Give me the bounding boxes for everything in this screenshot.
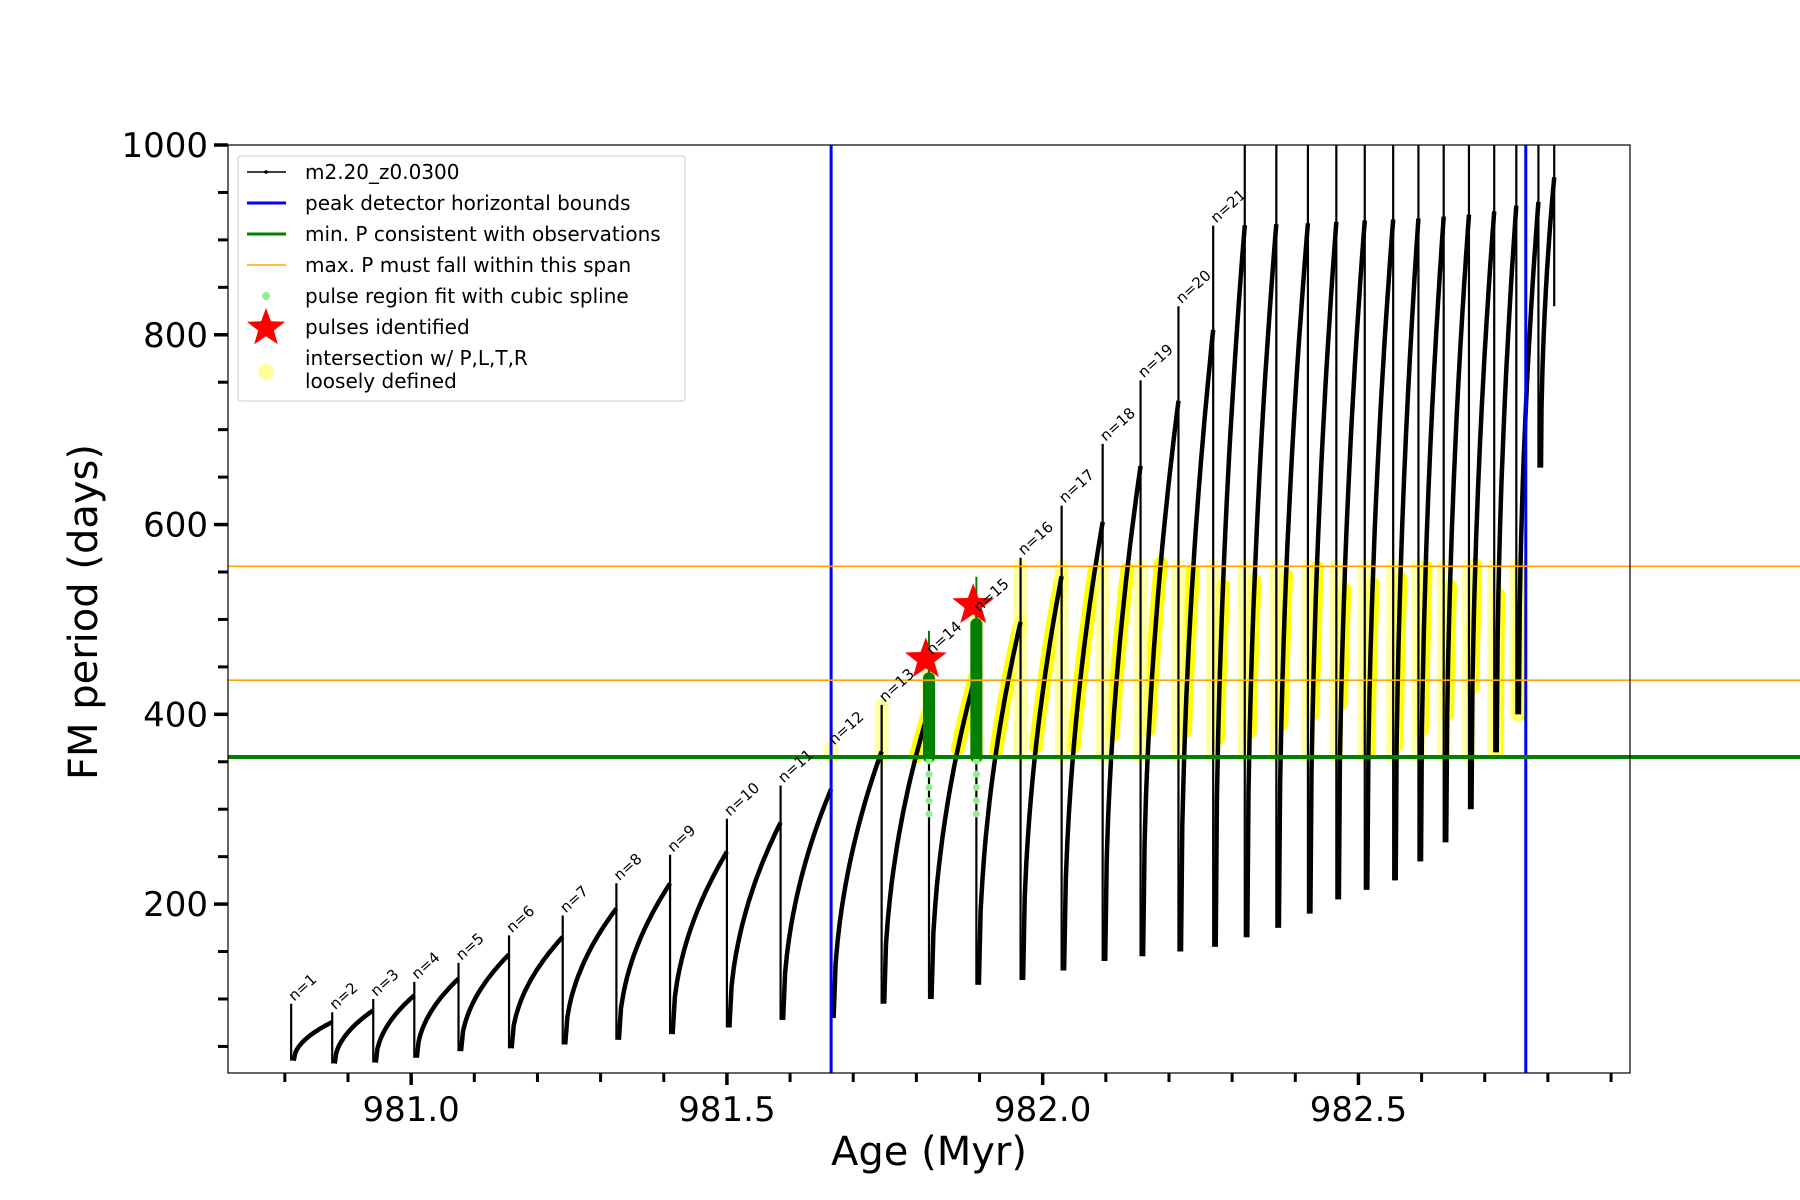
track-segment — [727, 821, 783, 1028]
spline-fit-dot — [972, 770, 980, 778]
y-tick-label: 600 — [143, 506, 208, 546]
pulse-label: n=3 — [367, 965, 403, 1000]
legend-label-green: min. P consistent with observations — [305, 222, 661, 246]
axes-layer: 981.0 981.5 982.0 982.5 200 400 600 800 1000 — [121, 126, 1613, 1130]
legend: m2.20_z0.0300 peak detector horizontal b… — [237, 155, 686, 402]
y-tick-label: 400 — [143, 695, 208, 735]
legend-label-star: pulses identified — [305, 315, 470, 339]
legend-entry-orange: max. P must fall within this span — [247, 253, 631, 277]
spline-fit-dot — [925, 757, 933, 765]
plot-frame — [227, 144, 1631, 1074]
pulse-label: n=8 — [610, 850, 646, 885]
pulse-label: n=1 — [285, 970, 321, 1005]
pulse-label: n=4 — [408, 948, 444, 983]
y-tick-label: 1000 — [121, 126, 208, 166]
track-segment — [1213, 225, 1248, 947]
pulse-stars-layer — [904, 583, 995, 678]
y-axis-title: FM period (days) — [61, 444, 107, 780]
spline-fit-dot — [972, 783, 980, 791]
legend-entry-intersect: intersection w/ P,L,T,R loosely defined — [258, 346, 528, 393]
reference-lines-layer — [228, 145, 1800, 1073]
x-tick-label: 982.0 — [994, 1090, 1091, 1130]
pulse-label: n=11 — [774, 746, 817, 787]
track-segment — [1245, 224, 1279, 938]
track-segment — [670, 850, 729, 1035]
x-tick-label: 982.5 — [1310, 1090, 1407, 1130]
legend-label-orange: max. P must fall within this span — [305, 253, 631, 277]
legend-entry-spline: pulse region fit with cubic spline — [262, 284, 629, 308]
pulse-label: n=10 — [721, 779, 764, 820]
track-segment — [1494, 205, 1519, 753]
pulse-label: n=7 — [556, 882, 592, 917]
pulse-label: n=13 — [875, 665, 918, 706]
spline-fit-layer — [923, 576, 983, 818]
track-segment — [1469, 211, 1497, 810]
track-segment — [1418, 216, 1446, 862]
pulse-label: n=20 — [1172, 266, 1215, 307]
pulse-identified-star — [904, 637, 947, 678]
pulse-label: n=9 — [664, 821, 700, 856]
legend-label-intersect: intersection w/ P,L,T,R loosely defined — [305, 346, 528, 393]
track-segment — [1308, 221, 1339, 914]
spline-fit-dot — [972, 797, 980, 805]
track-segment — [831, 750, 884, 1019]
track-segment — [1020, 575, 1064, 981]
track-segment — [373, 993, 416, 1063]
legend-entry-green: min. P consistent with observations — [247, 222, 661, 246]
track-segment — [1538, 177, 1557, 468]
track-segment — [1443, 214, 1472, 843]
track-segment — [414, 977, 461, 1059]
spline-fit-dot — [972, 810, 980, 818]
pulse-identified-star — [952, 583, 995, 623]
spline-fit-dot — [925, 783, 933, 791]
track-segment — [1061, 521, 1105, 971]
legend-label-track: m2.20_z0.0300 — [305, 160, 460, 184]
track-segment — [881, 709, 932, 1004]
legend-spline-dot — [262, 292, 270, 300]
track-segment — [976, 621, 1023, 985]
track-segment — [1365, 219, 1396, 890]
spline-fit-dot — [925, 770, 933, 778]
track-segment — [1178, 329, 1216, 952]
x-tick-label: 981.5 — [678, 1090, 775, 1130]
pulse-label: n=18 — [1096, 404, 1139, 445]
track-segment — [291, 1020, 334, 1062]
pulse-label: n=5 — [452, 929, 488, 964]
pulse-label: n=17 — [1055, 466, 1098, 507]
track-segment — [1516, 201, 1541, 715]
spline-fit-dot — [925, 797, 933, 805]
track-segment — [616, 882, 672, 1040]
spline-fit-dot — [925, 810, 933, 818]
track-segment — [562, 907, 619, 1045]
pulse-label: n=21 — [1207, 186, 1250, 227]
pulse-label: n=2 — [326, 979, 362, 1014]
track-segment — [1393, 218, 1421, 881]
track-segment — [458, 952, 511, 1052]
legend-entry-star: pulses identified — [247, 308, 470, 345]
track-segment — [1140, 400, 1181, 957]
legend-entry-track: m2.20_z0.0300 — [247, 160, 460, 184]
legend-entry-blue: peak detector horizontal bounds — [247, 191, 631, 215]
pulse-label: n=16 — [1014, 518, 1057, 559]
x-tick-label: 981.0 — [362, 1090, 459, 1130]
model-track-layer — [290, 145, 1557, 1064]
legend-intersect-dot — [258, 364, 274, 380]
pulse-label: n=19 — [1134, 340, 1177, 381]
pulse-label: n=6 — [503, 902, 539, 937]
y-tick-label: 200 — [143, 885, 208, 925]
track-segment — [509, 935, 565, 1049]
legend-box — [237, 155, 686, 402]
track-segment — [780, 788, 834, 1020]
track-segment — [929, 671, 979, 1000]
legend-label-blue: peak detector horizontal bounds — [305, 191, 631, 215]
legend-label-spline: pulse region fit with cubic spline — [305, 284, 629, 308]
spline-fit-dot — [972, 757, 980, 765]
track-segment — [1276, 223, 1311, 928]
track-segment — [1336, 220, 1368, 900]
track-segment — [332, 1008, 375, 1064]
y-tick-label: 800 — [143, 316, 208, 356]
legend-star-icon — [247, 308, 285, 345]
x-axis-title: Age (Myr) — [831, 1129, 1027, 1175]
